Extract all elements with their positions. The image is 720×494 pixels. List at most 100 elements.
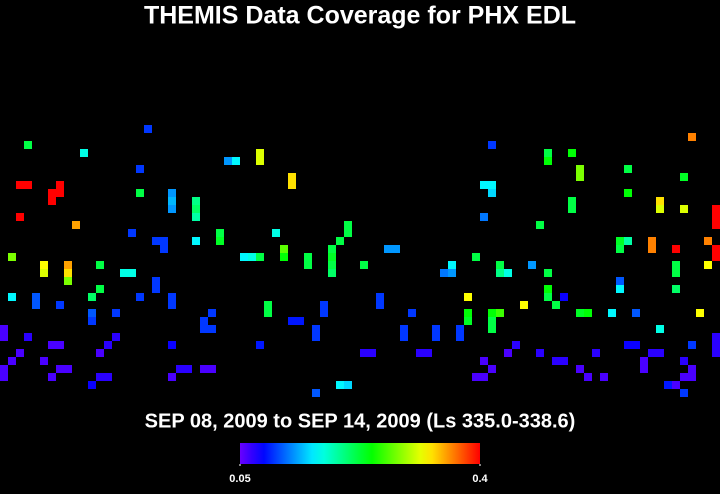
data-cell [208,309,216,317]
data-cell [136,293,144,301]
data-cell [544,293,552,301]
data-cell [680,389,688,397]
data-cell [8,357,16,365]
data-cell [56,189,64,197]
data-cell [616,237,624,245]
data-cell [432,333,440,341]
data-cell [240,253,248,261]
data-cell [88,309,96,317]
data-cell [248,253,256,261]
data-cell [456,325,464,333]
data-cell [464,309,472,317]
data-cell [680,357,688,365]
data-cell [640,365,648,373]
data-cell [144,125,152,133]
data-cell [672,245,680,253]
data-cell [0,325,8,333]
data-cell [16,181,24,189]
data-cell [472,253,480,261]
data-cell [32,293,40,301]
data-cell [496,269,504,277]
data-cell [576,365,584,373]
data-cell [568,205,576,213]
data-cell [168,301,176,309]
data-cell [536,349,544,357]
data-cell [56,181,64,189]
data-cell [520,301,528,309]
data-cell [328,261,336,269]
data-cell [208,365,216,373]
data-cell [512,341,520,349]
data-cell [672,261,680,269]
data-cell [320,301,328,309]
colorbar-gradient [240,443,480,464]
data-cell [656,349,664,357]
data-cell [488,317,496,325]
data-cell [0,373,8,381]
data-cell [96,349,104,357]
data-cell [64,365,72,373]
data-cell [64,269,72,277]
data-cell [544,285,552,293]
data-cell [312,325,320,333]
data-cell [200,325,208,333]
data-cell [496,309,504,317]
data-cell [168,205,176,213]
data-cell [528,261,536,269]
data-cell [128,229,136,237]
data-cell [24,141,32,149]
data-cell [464,293,472,301]
data-cell [584,373,592,381]
data-cell [152,237,160,245]
data-cell [272,229,280,237]
data-cell [712,205,720,213]
data-cell [328,269,336,277]
data-cell [24,181,32,189]
data-cell [408,309,416,317]
data-cell [488,141,496,149]
data-cell [104,341,112,349]
data-cell [96,261,104,269]
data-cell [448,261,456,269]
data-cell [16,213,24,221]
data-cell [320,309,328,317]
colorbar-tick-label: 0.4 [472,473,488,485]
data-cell [384,245,392,253]
data-cell [648,237,656,245]
data-cell [64,277,72,285]
data-cell [608,309,616,317]
data-cell [88,317,96,325]
data-cell [712,341,720,349]
data-cell [128,269,136,277]
data-cell [480,181,488,189]
data-cell [600,373,608,381]
data-cell [480,213,488,221]
data-cell [264,309,272,317]
data-cell [712,349,720,357]
data-cell [168,373,176,381]
data-cell [704,237,712,245]
data-cell [88,381,96,389]
data-cell [488,181,496,189]
data-cell [32,301,40,309]
data-cell [704,261,712,269]
data-cell [632,341,640,349]
data-cell [40,269,48,277]
data-cell [432,325,440,333]
data-cell [200,317,208,325]
data-cell [160,245,168,253]
chart-title: THEMIS Data Coverage for PHX EDL [144,2,576,30]
data-cell [376,293,384,301]
data-cell [496,261,504,269]
data-cell [688,365,696,373]
data-cell [24,333,32,341]
data-cell [664,381,672,389]
data-cell [672,381,680,389]
colorbar-tick-label: 0.05 [229,473,250,485]
data-cell [56,365,64,373]
data-cell [544,269,552,277]
data-cell [376,301,384,309]
data-cell [112,309,120,317]
data-cell [72,221,80,229]
